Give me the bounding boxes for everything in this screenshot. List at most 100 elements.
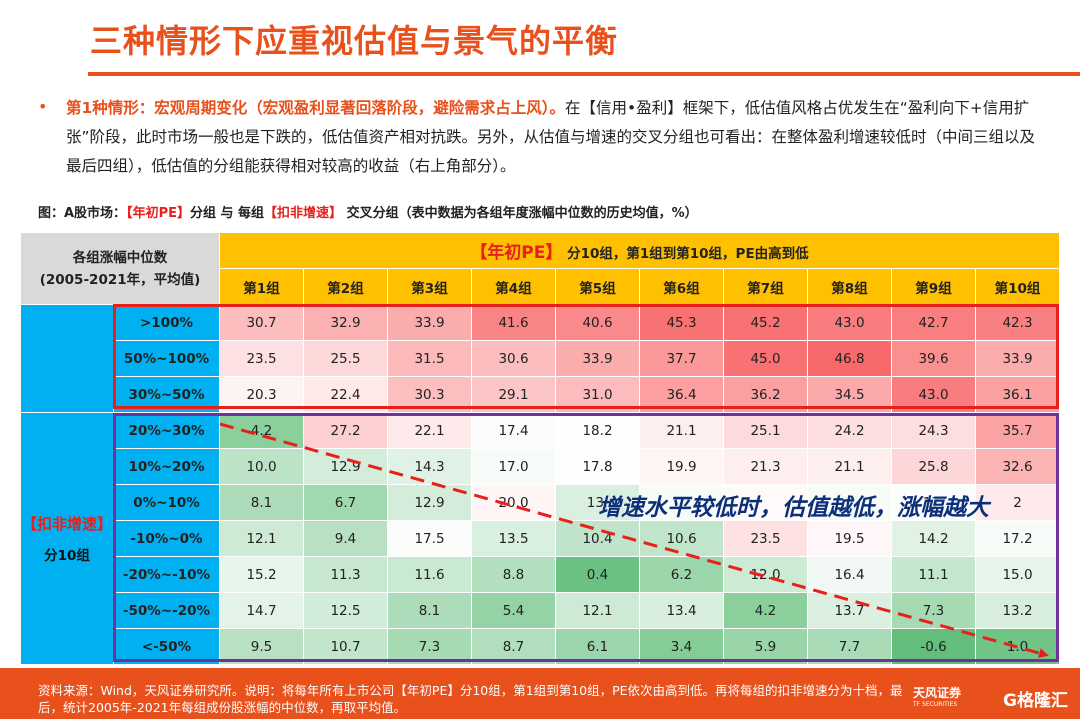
pe-group-5: 第5组 [555, 268, 640, 305]
table-cell: 9.4 [303, 520, 388, 557]
table-cell: 7.7 [807, 628, 892, 665]
table-cell: 17.4 [471, 412, 556, 449]
table-cell: 19.5 [807, 520, 892, 557]
table-cell: 13.5 [471, 520, 556, 557]
table-cell: 5.9 [723, 628, 808, 665]
corner-line2: (2005-2021年，平均值) [39, 271, 201, 288]
bullet-highlight: 第1种情形：宏观周期变化（宏观盈利显著回落阶段，避险需求占上风）。 [66, 99, 566, 117]
logo-sub-text: TF SECURITIES [913, 701, 958, 708]
page-title: 三种情形下应重视估值与景气的平衡 [90, 22, 619, 60]
table-cell: 13.2 [975, 592, 1060, 629]
table-row: 【扣非增速】 分10组 20%~30% 4.2 27.2 22.1 17.4 18.2 21.1… [20, 412, 1060, 665]
table-cell: 23.5 [723, 520, 808, 557]
bullet-text: 在【信用•盈利】框架下，低估值风格占优发生在“盈利向下+信用扩张”阶段，此时市场… [66, 99, 1036, 175]
table-cell: 13.4 [639, 592, 724, 629]
corner-line1: 各组涨幅中位数 [72, 249, 168, 266]
table-cell: 6.2 [639, 556, 724, 593]
table-cell: 33.9 [555, 340, 640, 377]
table-cell: 14.7 [219, 592, 304, 629]
table-corner-label: 各组涨幅中位数 (2005-2021年，平均值) [20, 232, 220, 305]
table-cell: 22.1 [387, 412, 472, 449]
table-row: -10%~0% 12.1 9.4 17.5 13.5 10.4 10.6 23.5 19.5 14… [21, 520, 1060, 557]
table-cell: 12.1 [555, 592, 640, 629]
watermark-logo: G格隆汇 [1003, 691, 1068, 711]
table-cell: 12.1 [219, 520, 304, 557]
title-underline [88, 72, 1080, 76]
growth-bucket-label: 50%~100% [113, 340, 220, 377]
table-row: 0%~10% 8.1 6.7 12.9 20.0 13. 17. 2 [21, 484, 1060, 521]
caption-mid: 分组 与 每组 [189, 206, 265, 221]
table-cell [723, 484, 808, 521]
table-cell: 10.0 [219, 448, 304, 485]
table-cell: 5.4 [471, 592, 556, 629]
caption-pe-tag: 【年初PE】 [126, 206, 190, 221]
pe-group-header: 【年初PE】 分10组，第1组到第10组，PE由高到低 [219, 232, 1060, 269]
footer-bar [0, 668, 1080, 719]
table-cell: 6.1 [555, 628, 640, 665]
trend-arrow-line [219, 422, 1049, 658]
logo-main-text: 天风证券 [913, 686, 962, 700]
pe-group-10: 第10组 [975, 268, 1060, 305]
growth-group-side-label: 【扣非增速】 分10组 [20, 412, 114, 665]
growth-bucket-label: 10%~20% [113, 448, 220, 485]
side-blank-top [20, 304, 114, 413]
table-cell: 35.7 [975, 412, 1060, 449]
table-cell: 23.5 [219, 340, 304, 377]
bullet-marker: • [38, 97, 48, 116]
caption-suffix: 交叉分组（表中数据为各组年度涨幅中位数的历史均值，%） [342, 206, 698, 221]
table-cell: 11.6 [387, 556, 472, 593]
bullet-paragraph: 第1种情形：宏观周期变化（宏观盈利显著回落阶段，避险需求占上风）。在【信用•盈利… [66, 94, 1046, 181]
table-cell: 15.0 [975, 556, 1060, 593]
table-cell: 8.7 [471, 628, 556, 665]
pe-group-9: 第9组 [891, 268, 976, 305]
table-cell [639, 484, 724, 521]
cross-group-table: 各组涨幅中位数 (2005-2021年，平均值) 【年初PE】 分10组，第1组… [20, 232, 1060, 665]
table-cell: 45.2 [723, 304, 808, 341]
table-cell: 17.2 [975, 520, 1060, 557]
table-cell: 15.2 [219, 556, 304, 593]
table-cell: 32.6 [975, 448, 1060, 485]
table-cell: 21.1 [639, 412, 724, 449]
high-growth-highlight-box [113, 304, 1059, 409]
table-row: -20%~-10% 15.2 11.3 11.6 8.8 0.4 6.2 12.0 16.4 11… [21, 556, 1060, 593]
table-row: 10%~20% 10.0 12.9 14.3 17.0 17.8 19.9 21.3 21.1 2… [21, 448, 1060, 485]
table-cell: 11.1 [891, 556, 976, 593]
table-cell: 32.9 [303, 304, 388, 341]
caption-prefix: 图：A股市场： [38, 206, 127, 221]
table-cell: 12.5 [303, 592, 388, 629]
table-cell: 17.5 [387, 520, 472, 557]
table-cell: 17. [891, 484, 976, 521]
table-row: -50%~-20% 14.7 12.5 8.1 5.4 12.1 13.4 4.2 13.7 7.… [21, 592, 1060, 629]
table-cell: 16.4 [807, 556, 892, 593]
caption-growth-tag: 【扣非增速】 [264, 206, 343, 221]
pe-group-1: 第1组 [219, 268, 304, 305]
tf-securities-logo: 天风证券 TF SECURITIES [913, 684, 961, 708]
footer-source: 资料来源：Wind，天风证券研究所。说明：将每年所有上市公司【年初PE】分10组… [38, 683, 903, 715]
table-cell: 25.8 [891, 448, 976, 485]
pe-group-4: 第4组 [471, 268, 556, 305]
table-cell: 30.7 [219, 304, 304, 341]
table-cell: 9.5 [219, 628, 304, 665]
table-cell: 13. [555, 484, 640, 521]
figure-caption: 图：A股市场：【年初PE】分组 与 每组【扣非增速】 交叉分组（表中数据为各组年… [38, 202, 698, 221]
table-cell: 19.9 [639, 448, 724, 485]
table-cell: 42.3 [975, 304, 1060, 341]
table-cell: 6.7 [303, 484, 388, 521]
table-row: <-50%9.510.77.38.76.13.45.97.7-0.61.0 [21, 628, 1060, 665]
pe-group-2: 第2组 [303, 268, 388, 305]
table-cell: 25.1 [723, 412, 808, 449]
side-text: 分10组 [44, 548, 90, 564]
table-cell: 24.3 [891, 412, 976, 449]
table-cell: 33.9 [387, 304, 472, 341]
low-growth-highlight-box [113, 413, 1059, 662]
table-row: >100% 30.7 32.9 33.9 41.6 40.6 45.3 45.2 43.0 42.… [20, 304, 1060, 413]
table-cell: 14.3 [387, 448, 472, 485]
pe-group-8: 第8组 [807, 268, 892, 305]
table-cell: 27.2 [303, 412, 388, 449]
table-cell: 3.4 [639, 628, 724, 665]
table-cell: -0.6 [891, 628, 976, 665]
table-cell: 4.2 [723, 592, 808, 629]
pe-group-7: 第7组 [723, 268, 808, 305]
table-cell: 37.7 [639, 340, 724, 377]
table-cell: 39.6 [891, 340, 976, 377]
